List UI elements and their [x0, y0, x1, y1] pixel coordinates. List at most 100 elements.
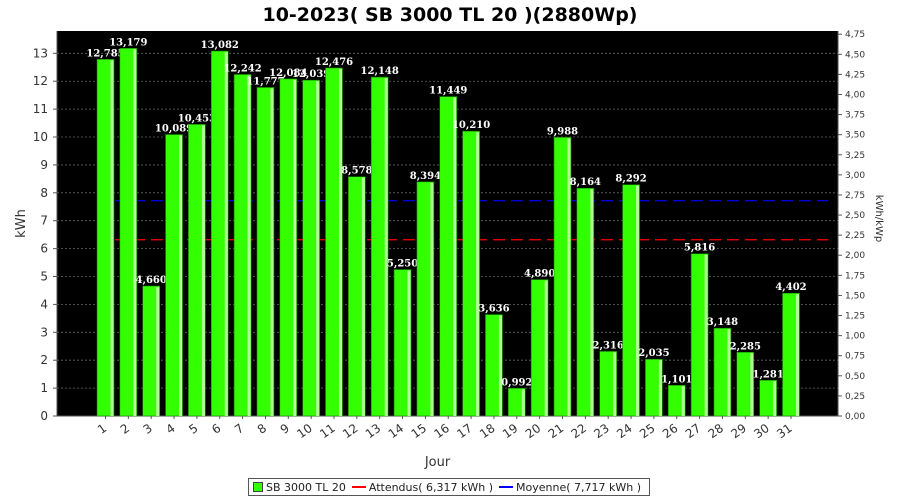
bar — [96, 59, 115, 417]
legend-item-average: Moyenne( 7,717 kWh ) — [499, 481, 641, 494]
x-tick-label: 21 — [546, 421, 567, 441]
x-tick-label: 8 — [255, 421, 269, 437]
bar — [439, 96, 458, 417]
x-tick-label: 1 — [95, 421, 109, 437]
bar-value-label: 12,039 — [292, 69, 330, 80]
bar-value-label: 12,476 — [315, 57, 353, 68]
y-right-tick-label: 4,25 — [845, 70, 865, 80]
x-tick-label: 22 — [569, 421, 590, 441]
legend-item-bars: SB 3000 TL 20 — [253, 481, 346, 494]
bar — [348, 176, 366, 417]
bar-value-label: 10,210 — [452, 120, 490, 131]
x-tick-label: 29 — [728, 421, 749, 441]
bar — [667, 384, 686, 417]
y-right-tick-label: 3,25 — [845, 151, 865, 161]
bar-highlight — [293, 79, 297, 417]
x-tick-label: 23 — [591, 421, 612, 441]
x-tick-label: 17 — [454, 421, 475, 441]
bar — [462, 130, 480, 417]
y-tick-label: 8 — [40, 186, 48, 200]
bar-highlight — [247, 75, 251, 416]
bar-value-label: 5,250 — [387, 259, 418, 270]
bar-value-label: 12,242 — [223, 63, 261, 74]
bar — [233, 74, 252, 417]
bar-value-label: 13,179 — [109, 37, 147, 48]
y-right-tick-label: 0,50 — [845, 372, 865, 382]
bar-highlight — [339, 68, 342, 416]
legend-label-expected: Attendus( 6,317 kWh ) — [368, 480, 494, 494]
bar — [142, 285, 160, 417]
y-right-tick-label: 1,25 — [845, 312, 865, 322]
bar-value-label: 2,316 — [593, 340, 624, 351]
x-tick-label: 6 — [209, 421, 223, 437]
legend-swatch-expected — [351, 486, 366, 488]
bar — [507, 388, 526, 417]
bar-highlight — [430, 182, 434, 416]
bar-highlight — [498, 315, 502, 416]
y-right-tick-label: 3,50 — [845, 131, 865, 141]
x-tick-label: 14 — [386, 421, 407, 441]
legend-swatch-bars — [253, 482, 263, 492]
y-tick-label: 3 — [40, 325, 48, 339]
bar-highlight — [613, 352, 617, 416]
bar-value-label: 11,777 — [246, 76, 284, 87]
bar-highlight — [179, 135, 183, 416]
bar — [188, 124, 206, 417]
bar-value-label: 8,164 — [570, 177, 601, 188]
bar-highlight — [156, 286, 160, 416]
y-right-tick-label: 3,00 — [845, 171, 865, 181]
x-tick-label: 31 — [774, 421, 795, 441]
bar-value-label: 5,816 — [684, 243, 715, 254]
bar-value-label: 12,148 — [361, 66, 399, 77]
bar-highlight — [636, 185, 640, 416]
bar-value-label: 3,148 — [707, 317, 738, 328]
bar-value-label: 8,292 — [615, 174, 646, 185]
x-axis-title: Jour — [424, 455, 451, 470]
y-right-tick-label: 2,50 — [845, 211, 865, 221]
legend: SB 3000 TL 20 Attendus( 6,317 kWh ) Moye… — [248, 478, 650, 496]
bar-highlight — [567, 138, 571, 416]
y-right-tick-label: 2,25 — [845, 231, 865, 241]
bar-highlight — [384, 78, 388, 416]
y-tick-label: 10 — [33, 130, 48, 144]
bar — [370, 76, 389, 417]
bar-highlight — [453, 97, 457, 417]
y-tick-label: 7 — [40, 214, 48, 228]
bar — [599, 351, 618, 417]
y-axis-title: kWh — [14, 209, 29, 238]
x-tick-label: 19 — [500, 421, 521, 441]
x-tick-label: 28 — [706, 421, 727, 441]
bar — [736, 351, 755, 417]
bar-value-label: 4,402 — [775, 282, 806, 293]
bar — [119, 48, 138, 417]
x-tick-label: 11 — [317, 421, 338, 441]
y-right-tick-label: 1,75 — [845, 271, 865, 281]
bar-value-label: 2,035 — [638, 348, 669, 359]
y-tick-label: 6 — [40, 242, 48, 256]
y-right-tick-label: 0,00 — [845, 412, 865, 422]
x-tick-label: 3 — [141, 421, 155, 437]
x-tick-label: 24 — [614, 421, 635, 441]
y-right-tick-label: 4,75 — [845, 30, 865, 40]
bar-highlight — [133, 49, 137, 416]
bar-highlight — [773, 381, 777, 416]
bar-value-label: 8,578 — [341, 166, 372, 177]
x-tick-label: 5 — [186, 421, 200, 437]
y-right-tick-label: 4,50 — [845, 50, 865, 60]
bar-highlight — [681, 386, 685, 416]
x-tick-label: 20 — [523, 421, 544, 441]
legend-swatch-average — [499, 486, 514, 488]
x-tick-label: 4 — [163, 421, 177, 437]
bar-highlight — [704, 254, 708, 416]
x-tick-label: 12 — [340, 421, 361, 441]
x-tick-label: 26 — [660, 421, 681, 441]
y-tick-label: 5 — [40, 270, 48, 284]
bar-value-label: 10,089 — [155, 124, 193, 135]
y-tick-label: 2 — [40, 353, 48, 367]
bar-highlight — [224, 52, 228, 416]
bar — [393, 269, 412, 417]
bar-highlight — [521, 389, 525, 416]
bar-highlight — [476, 132, 480, 416]
y-axis-title-right: kWh/kWp — [873, 195, 884, 242]
y-right-tick-label: 1,50 — [845, 291, 865, 301]
